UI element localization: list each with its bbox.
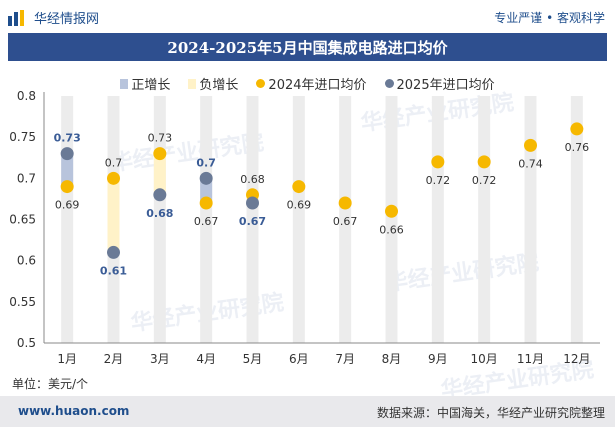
legend-item-2025: 2025年进口均价 bbox=[384, 74, 495, 93]
point-2025 bbox=[246, 196, 259, 210]
data-label-2024: 0.73 bbox=[148, 132, 173, 145]
data-label-2024: 0.69 bbox=[287, 199, 312, 212]
y-tick-label: 0.5 bbox=[17, 336, 36, 350]
change-bar-negative bbox=[107, 178, 120, 253]
data-label-2025: 0.68 bbox=[146, 207, 173, 220]
legend-label-2025: 2025年进口均价 bbox=[396, 78, 495, 93]
brand: 华经情报网 bbox=[8, 8, 99, 27]
y-tick-label: 0.8 bbox=[17, 89, 36, 103]
point-2024 bbox=[570, 122, 584, 136]
legend-label-negative: 负增长 bbox=[199, 78, 239, 93]
category-track bbox=[339, 96, 352, 343]
category-track bbox=[292, 96, 305, 343]
x-tick-label: 1月 bbox=[57, 352, 77, 366]
footer: www.huaon.com 数据来源：中国海关，华经产业研究院整理 bbox=[0, 396, 615, 427]
data-label-2024: 0.66 bbox=[379, 223, 404, 236]
x-tick-label: 2月 bbox=[104, 352, 124, 366]
point-2025 bbox=[153, 188, 167, 202]
change-bar-negative bbox=[153, 153, 166, 195]
data-label-2025: 0.61 bbox=[100, 264, 127, 277]
point-2024 bbox=[431, 155, 445, 169]
x-tick-label: 6月 bbox=[289, 352, 309, 366]
x-tick-label: 4月 bbox=[196, 352, 216, 366]
y-tick-label: 0.6 bbox=[17, 254, 36, 268]
point-2024 bbox=[385, 204, 398, 218]
data-label-2025: 0.73 bbox=[54, 132, 81, 145]
category-track bbox=[246, 96, 259, 343]
point-2024 bbox=[199, 196, 213, 210]
x-tick-label: 10月 bbox=[471, 352, 498, 366]
x-tick-label: 3月 bbox=[150, 352, 170, 366]
point-2025 bbox=[60, 147, 74, 161]
legend-item-negative: 负增长 bbox=[188, 74, 238, 93]
x-tick-label: 12月 bbox=[563, 352, 590, 366]
x-tick-label: 5月 bbox=[243, 352, 263, 366]
x-tick-label: 9月 bbox=[428, 352, 448, 366]
logo-icon bbox=[8, 9, 24, 26]
data-label-2024: 0.74 bbox=[518, 157, 543, 170]
legend-swatch-negative bbox=[188, 78, 197, 89]
unit-label: 单位：美元/个 bbox=[12, 377, 89, 391]
category-track bbox=[524, 96, 537, 343]
legend: 正增长 负增长 2024年进口均价 2025年进口均价 bbox=[0, 74, 615, 93]
point-2024 bbox=[153, 147, 167, 161]
legend-item-2024: 2024年进口均价 bbox=[256, 74, 367, 93]
data-label-2025: 0.7 bbox=[196, 156, 216, 169]
point-2024 bbox=[338, 196, 352, 210]
data-label-2024: 0.72 bbox=[426, 174, 451, 187]
chart-title: 2024-2025年5月中国集成电路进口均价 bbox=[8, 33, 607, 61]
legend-swatch-positive bbox=[120, 78, 129, 89]
legend-swatch-2024 bbox=[256, 79, 266, 88]
brand-name: 华经情报网 bbox=[34, 12, 100, 27]
legend-label-2024: 2024年进口均价 bbox=[268, 78, 367, 93]
data-label-2024: 0.72 bbox=[472, 174, 497, 187]
category-track bbox=[200, 96, 213, 343]
point-2024 bbox=[107, 171, 120, 185]
category-track bbox=[570, 96, 583, 343]
point-2024 bbox=[292, 180, 306, 194]
data-label-2024: 0.67 bbox=[194, 215, 219, 228]
legend-item-positive: 正增长 bbox=[120, 74, 170, 93]
point-2024 bbox=[60, 180, 74, 194]
data-label-2024: 0.69 bbox=[55, 199, 80, 212]
category-track bbox=[431, 96, 444, 343]
y-tick-label: 0.7 bbox=[17, 171, 36, 185]
data-label-2024: 0.68 bbox=[240, 173, 265, 186]
change-bar-positive bbox=[200, 178, 213, 204]
point-2024 bbox=[524, 138, 537, 152]
y-tick-label: 0.55 bbox=[9, 295, 36, 309]
x-tick-label: 11月 bbox=[517, 352, 544, 366]
data-label-2024: 0.7 bbox=[105, 156, 123, 169]
data-label-2025: 0.67 bbox=[239, 215, 266, 228]
slogan: 专业严谨 • 客观科学 bbox=[494, 11, 605, 25]
point-2025 bbox=[199, 171, 213, 185]
data-label-2024: 0.67 bbox=[333, 215, 358, 228]
category-track bbox=[385, 96, 398, 343]
change-bar-positive bbox=[61, 153, 74, 187]
point-2025 bbox=[107, 245, 120, 259]
data-label-2024: 0.76 bbox=[565, 141, 590, 154]
point-2024 bbox=[477, 155, 491, 169]
legend-swatch-2025 bbox=[384, 79, 394, 88]
x-tick-label: 8月 bbox=[382, 352, 402, 366]
footer-source: 数据来源：中国海关，华经产业研究院整理 bbox=[376, 406, 605, 420]
legend-label-positive: 正增长 bbox=[131, 78, 171, 93]
x-tick-label: 7月 bbox=[335, 352, 355, 366]
y-tick-label: 0.65 bbox=[9, 213, 36, 227]
footer-url: www.huaon.com bbox=[18, 404, 130, 418]
top-header: 华经情报网 专业严谨 • 客观科学 bbox=[0, 0, 615, 34]
y-tick-label: 0.75 bbox=[9, 130, 36, 144]
category-track bbox=[478, 96, 491, 343]
